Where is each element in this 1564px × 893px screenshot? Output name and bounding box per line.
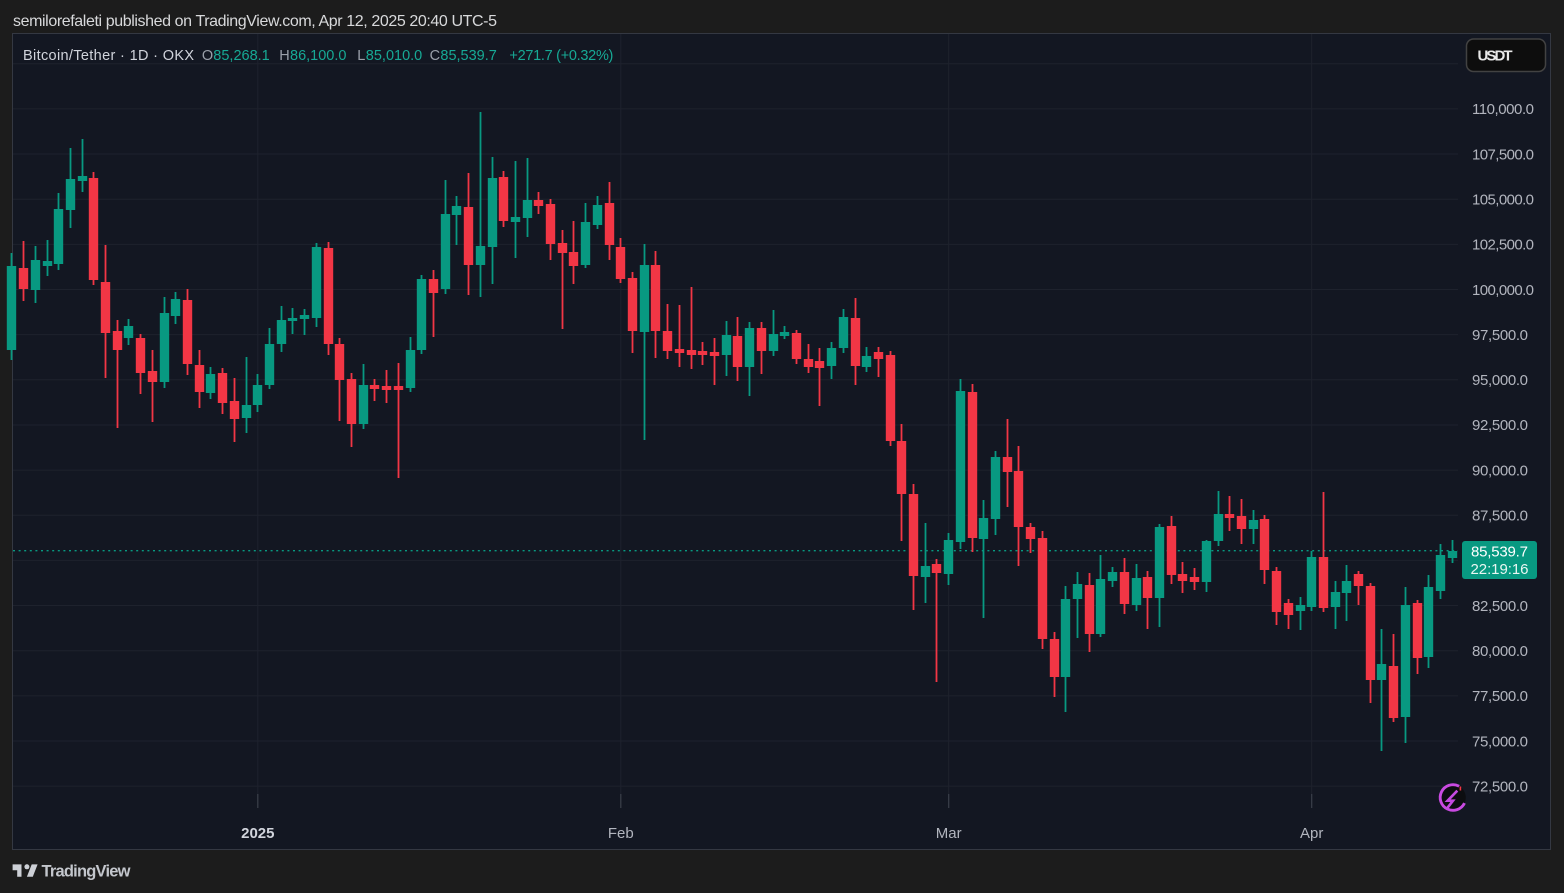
svg-text:87,500.0: 87,500.0 [1472,508,1528,525]
svg-text:77,500.0: 77,500.0 [1472,688,1528,705]
svg-text:82,500.0: 82,500.0 [1472,598,1528,615]
svg-text:107,500.0: 107,500.0 [1472,146,1534,163]
svg-text:100,000.0: 100,000.0 [1472,282,1534,299]
svg-text:102,500.0: 102,500.0 [1472,237,1534,254]
svg-text:+271.7 (+0.32%): +271.7 (+0.32%) [509,48,613,64]
svg-text:85,268.1: 85,268.1 [213,48,269,64]
svg-text:L: L [357,48,365,64]
svg-text:Feb: Feb [608,825,634,842]
svg-text:Apr: Apr [1300,825,1323,842]
svg-text:85,539.7: 85,539.7 [1471,544,1528,561]
svg-text:85,539.7: 85,539.7 [440,48,496,64]
svg-text:72,500.0: 72,500.0 [1472,778,1528,795]
svg-text:C: C [430,48,440,64]
svg-text:90,000.0: 90,000.0 [1472,462,1528,479]
svg-text:22:19:16: 22:19:16 [1471,561,1529,578]
svg-text:75,000.0: 75,000.0 [1472,733,1528,750]
svg-text:86,100.0: 86,100.0 [290,48,346,64]
svg-text:USDT: USDT [1478,48,1513,65]
svg-text:92,500.0: 92,500.0 [1472,417,1528,434]
svg-text:105,000.0: 105,000.0 [1472,192,1534,209]
svg-text:Bitcoin/Tether · 1D · OKX: Bitcoin/Tether · 1D · OKX [23,48,194,64]
svg-text:85,010.0: 85,010.0 [366,48,422,64]
svg-text:110,000.0: 110,000.0 [1472,101,1534,118]
svg-text:Mar: Mar [936,825,962,842]
svg-text:O: O [202,48,213,64]
svg-text:H: H [279,48,289,64]
svg-text:95,000.0: 95,000.0 [1472,372,1528,389]
svg-text:TradingView: TradingView [42,863,131,881]
svg-text:2025: 2025 [241,825,274,842]
svg-text:97,500.0: 97,500.0 [1472,327,1528,344]
svg-text:semilorefaleti published on Tr: semilorefaleti published on TradingView.… [13,13,497,30]
svg-text:80,000.0: 80,000.0 [1472,643,1528,660]
